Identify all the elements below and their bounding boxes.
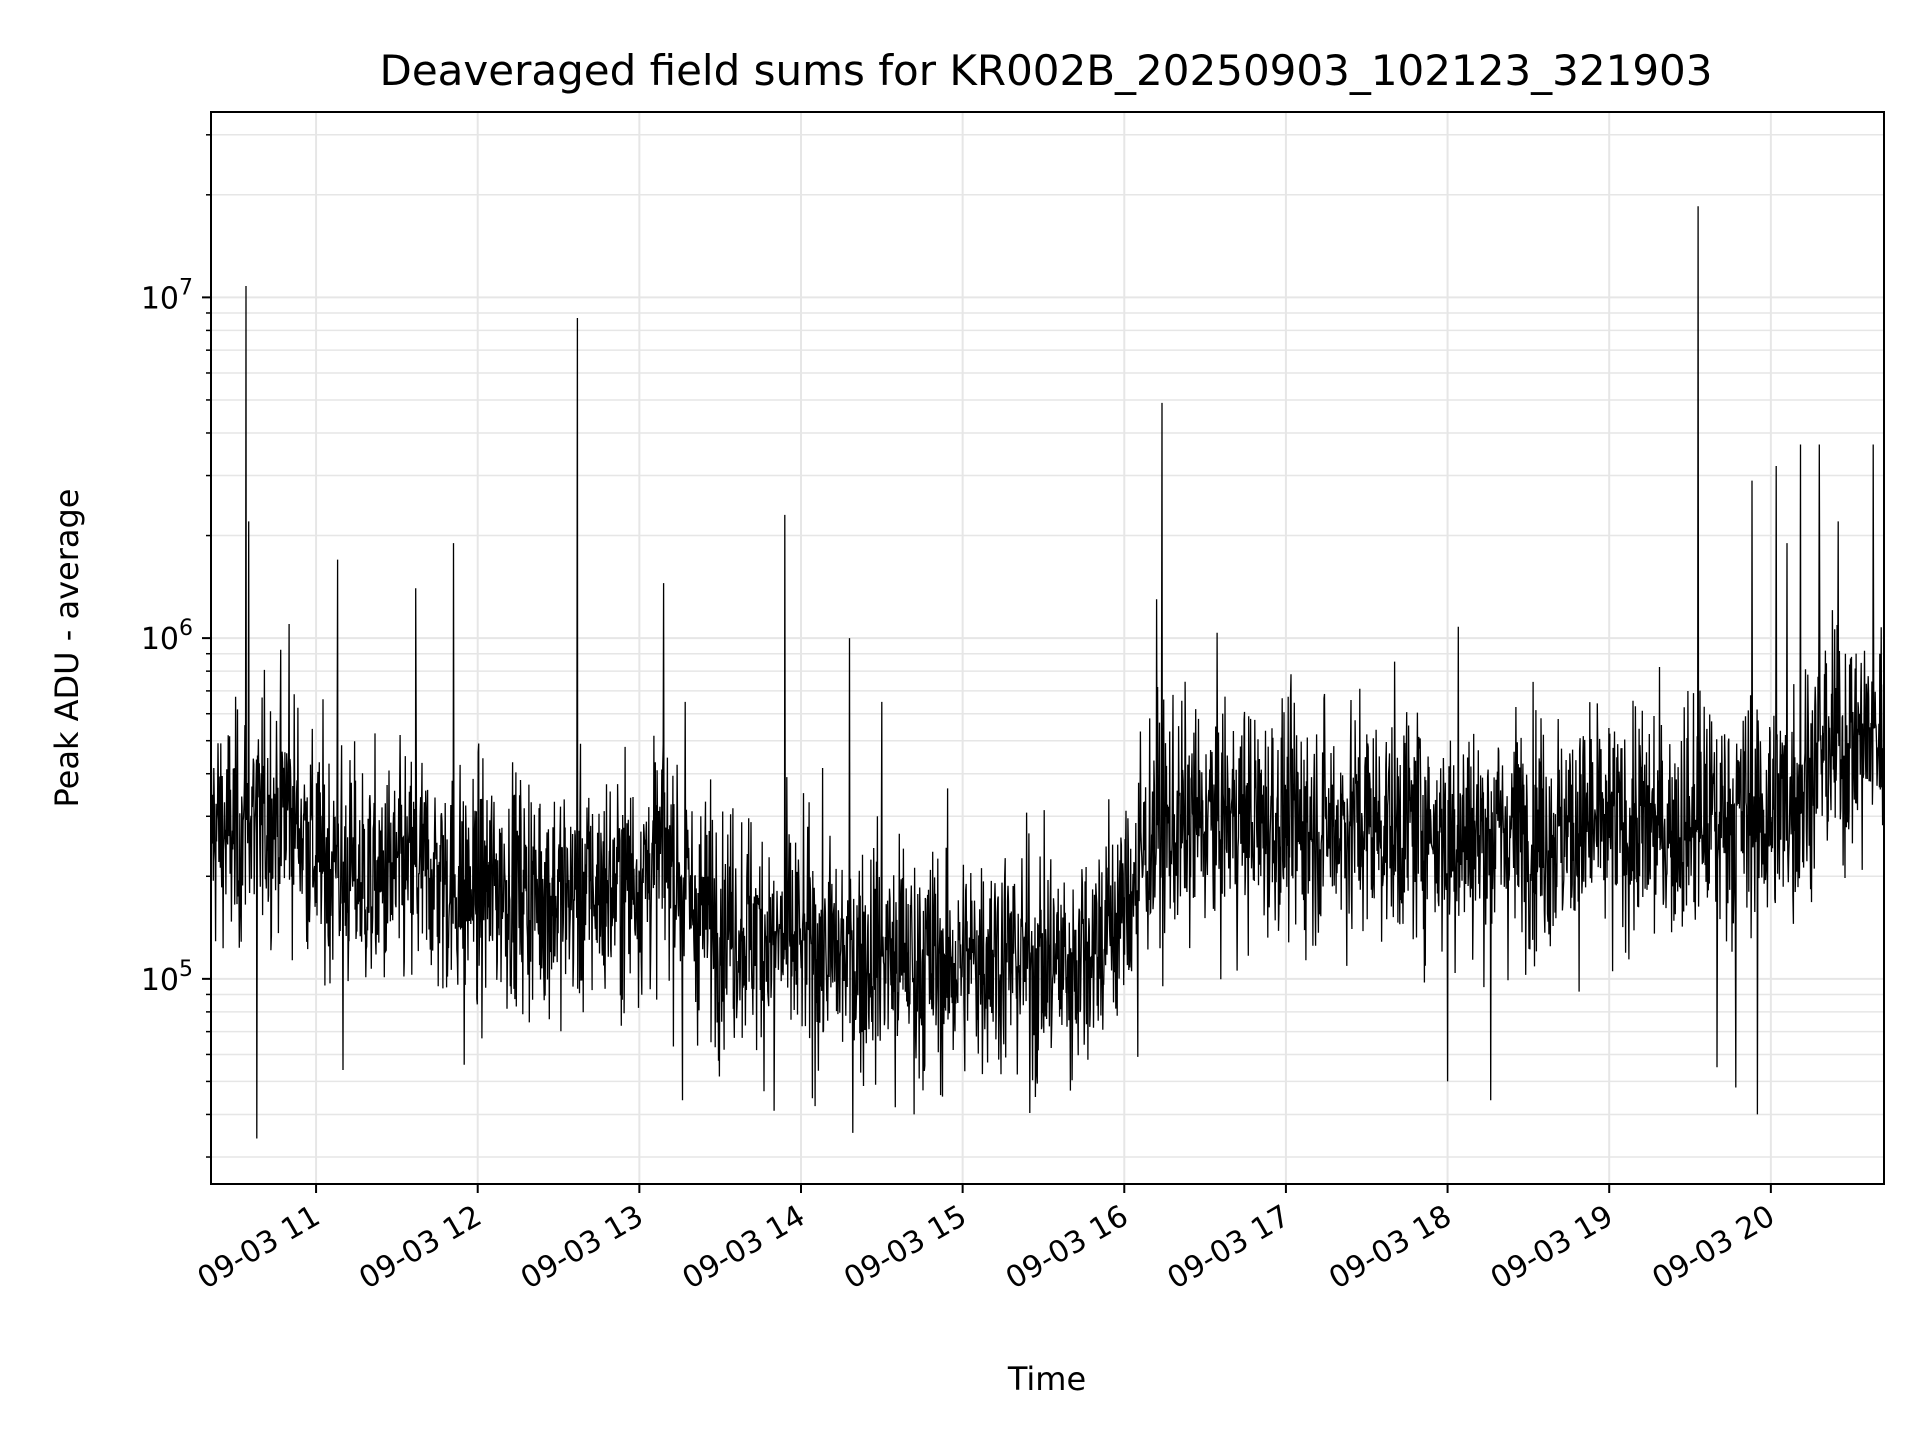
plot-line-group bbox=[210, 206, 1885, 1139]
series-line bbox=[210, 206, 1885, 1139]
chart-title: Deaveraged field sums for KR002B_2025090… bbox=[380, 46, 1713, 95]
y-axis-label: Peak ADU - average bbox=[48, 489, 86, 808]
x-axis-label: Time bbox=[1007, 1360, 1086, 1398]
y-tick-label: 105 bbox=[141, 957, 193, 998]
plot-frame bbox=[210, 111, 1885, 1185]
y-tick-label: 107 bbox=[141, 275, 193, 316]
y-tick-label: 106 bbox=[141, 616, 193, 657]
y-axis: 105 106 107 bbox=[141, 134, 211, 1158]
